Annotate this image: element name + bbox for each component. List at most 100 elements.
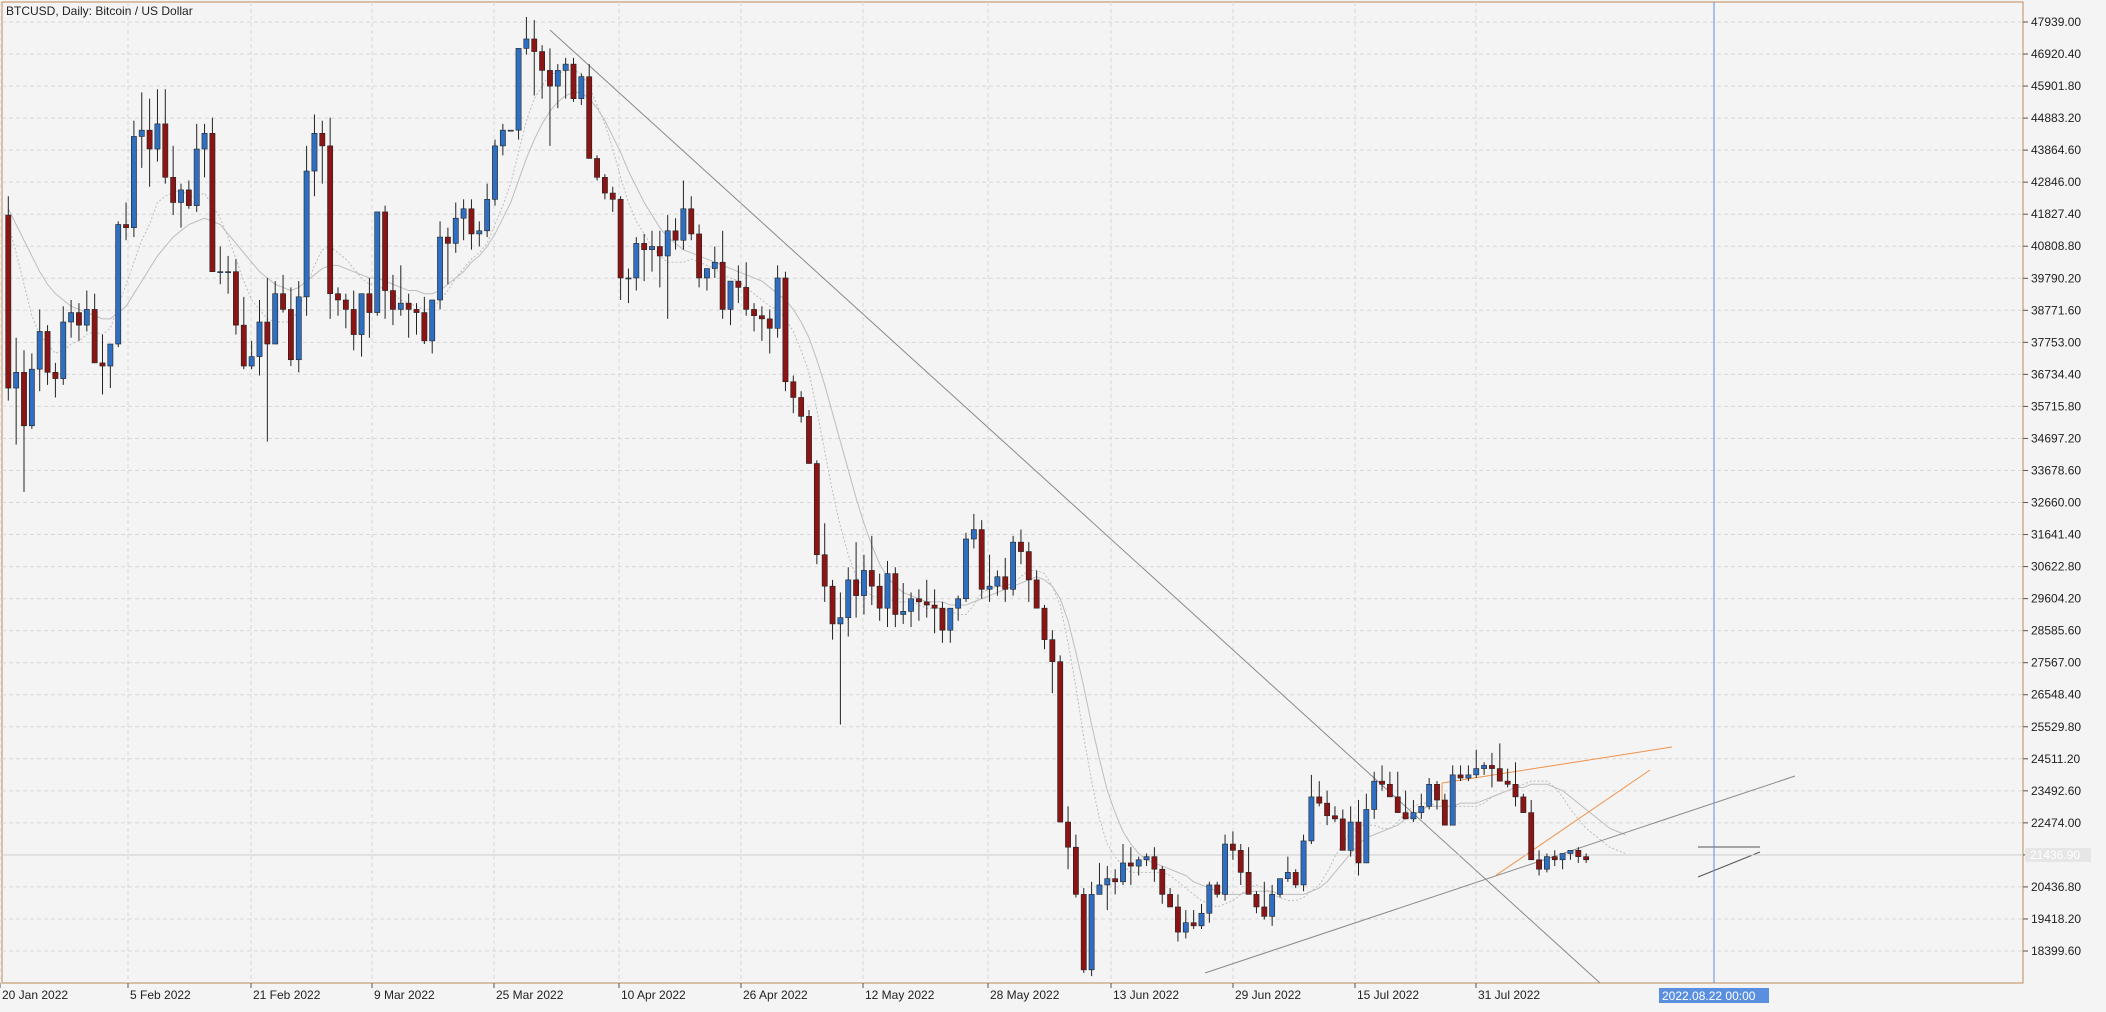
- candle[interactable]: [115, 221, 122, 348]
- candle[interactable]: [1481, 762, 1487, 775]
- candle[interactable]: [884, 561, 891, 628]
- candle[interactable]: [1434, 781, 1440, 810]
- candle[interactable]: [774, 265, 781, 338]
- candle[interactable]: [319, 120, 326, 184]
- time-axis[interactable]: 20 Jan 2022 5 Feb 2022 21 Feb 2022 9 Mar 20…: [0, 983, 1540, 1002]
- candle[interactable]: [499, 123, 506, 156]
- candle[interactable]: [1300, 834, 1307, 892]
- candle[interactable]: [1245, 847, 1252, 895]
- candle[interactable]: [1237, 844, 1244, 885]
- candle[interactable]: [900, 583, 907, 624]
- candle[interactable]: [1018, 529, 1024, 565]
- candle[interactable]: [209, 117, 216, 272]
- candle[interactable]: [1567, 850, 1574, 860]
- candle[interactable]: [1457, 765, 1464, 782]
- triangle-lower-line[interactable]: [1697, 851, 1761, 878]
- candle[interactable]: [13, 337, 20, 445]
- candle[interactable]: [476, 221, 483, 247]
- candle[interactable]: [1002, 557, 1009, 602]
- candle[interactable]: [1583, 853, 1590, 863]
- candle[interactable]: [225, 255, 231, 294]
- candle[interactable]: [1308, 774, 1315, 845]
- candle[interactable]: [1222, 834, 1228, 901]
- candle[interactable]: [1010, 535, 1016, 596]
- candle[interactable]: [1182, 910, 1189, 939]
- candle[interactable]: [758, 306, 765, 341]
- candle[interactable]: [193, 123, 200, 212]
- candle[interactable]: [1112, 869, 1119, 895]
- candle[interactable]: [1410, 800, 1417, 823]
- candle[interactable]: [5, 196, 12, 401]
- candle[interactable]: [908, 592, 914, 628]
- candle[interactable]: [429, 299, 436, 354]
- wedge-upper-line[interactable]: [1441, 746, 1673, 784]
- candle[interactable]: [1261, 881, 1268, 920]
- candle[interactable]: [287, 287, 294, 367]
- candle[interactable]: [1198, 903, 1205, 929]
- candle[interactable]: [21, 350, 27, 492]
- candle[interactable]: [1496, 743, 1503, 782]
- candle[interactable]: [813, 460, 820, 565]
- candle[interactable]: [295, 281, 302, 373]
- candle[interactable]: [539, 45, 545, 99]
- candle[interactable]: [649, 230, 655, 272]
- candle[interactable]: [515, 48, 522, 140]
- candle[interactable]: [625, 268, 632, 304]
- candle[interactable]: [1402, 790, 1409, 820]
- candle[interactable]: [554, 64, 561, 109]
- candle[interactable]: [280, 274, 286, 313]
- candle[interactable]: [931, 589, 938, 634]
- candle[interactable]: [264, 277, 271, 442]
- candle[interactable]: [201, 123, 208, 178]
- candle[interactable]: [123, 202, 129, 241]
- candle[interactable]: [782, 271, 789, 392]
- candle[interactable]: [146, 98, 153, 187]
- candle[interactable]: [1277, 878, 1283, 898]
- candle[interactable]: [1127, 847, 1134, 885]
- candle[interactable]: [594, 155, 600, 181]
- candle[interactable]: [217, 246, 224, 285]
- candle[interactable]: [1426, 778, 1433, 810]
- candle[interactable]: [531, 20, 538, 96]
- candle[interactable]: [978, 520, 985, 599]
- candle[interactable]: [303, 145, 310, 316]
- candle[interactable]: [468, 199, 475, 250]
- candle[interactable]: [68, 299, 74, 338]
- candle[interactable]: [1049, 630, 1056, 694]
- candle[interactable]: [601, 174, 608, 200]
- candle[interactable]: [1473, 749, 1480, 779]
- candle[interactable]: [1033, 570, 1040, 609]
- candle[interactable]: [829, 579, 836, 640]
- candle[interactable]: [452, 202, 459, 253]
- candle[interactable]: [1347, 806, 1354, 857]
- candle[interactable]: [688, 196, 695, 241]
- candle[interactable]: [178, 183, 184, 228]
- candle[interactable]: [421, 296, 428, 345]
- candle[interactable]: [507, 129, 514, 132]
- candle[interactable]: [696, 224, 702, 288]
- candle[interactable]: [60, 306, 67, 385]
- candle[interactable]: [523, 16, 530, 55]
- candle[interactable]: [790, 375, 797, 414]
- candle[interactable]: [806, 410, 812, 464]
- candle[interactable]: [240, 296, 247, 370]
- candle[interactable]: [1159, 866, 1166, 904]
- candle[interactable]: [1253, 891, 1260, 914]
- candle[interactable]: [335, 287, 341, 316]
- candle[interactable]: [547, 48, 553, 146]
- candle[interactable]: [892, 567, 899, 628]
- candle[interactable]: [751, 303, 757, 332]
- candle[interactable]: [374, 211, 381, 316]
- candle[interactable]: [1441, 793, 1448, 826]
- candle[interactable]: [1544, 853, 1550, 873]
- candle[interactable]: [1167, 888, 1173, 908]
- candle[interactable]: [1190, 910, 1197, 929]
- candle[interactable]: [617, 196, 624, 300]
- candle[interactable]: [672, 218, 679, 250]
- candle[interactable]: [868, 535, 875, 606]
- candle[interactable]: [1143, 853, 1150, 867]
- candle[interactable]: [656, 230, 663, 288]
- candle[interactable]: [1379, 765, 1385, 791]
- candle[interactable]: [719, 230, 726, 319]
